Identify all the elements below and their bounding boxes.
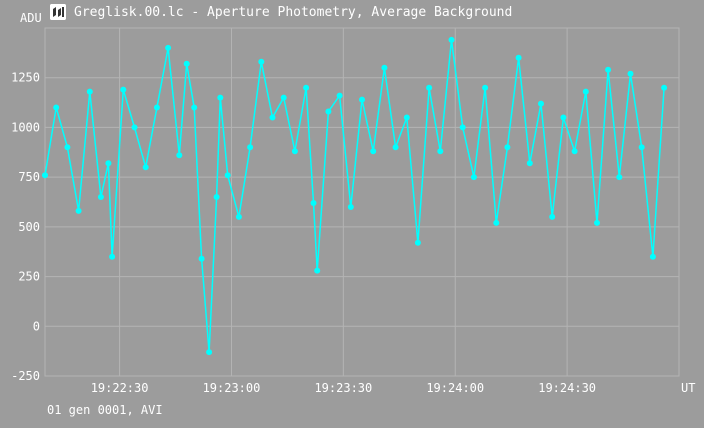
title-bar: Greglisk.00.lc - Aperture Photometry, Av… [50,2,512,22]
data-point [75,207,82,214]
data-point [86,88,93,95]
data-point [661,84,668,91]
data-point [165,44,172,51]
x-axis-unit-label: UT [681,381,696,395]
data-point [235,213,242,220]
x-tick-label: 19:24:00 [426,381,484,395]
data-point [448,36,455,43]
data-point [325,108,332,115]
data-point [616,174,623,181]
data-point [198,255,205,262]
y-tick-label: 250 [18,270,40,284]
x-tick-label: 19:22:30 [91,381,149,395]
data-point [217,94,224,101]
data-point [459,124,466,131]
series-line [44,39,665,353]
y-tick-label: 1000 [11,120,40,134]
telescope-app-icon [50,4,66,20]
data-point [206,349,213,356]
data-point [64,144,71,151]
data-point [605,66,612,73]
data-point [638,144,645,151]
data-point [303,84,310,91]
data-point [142,164,149,171]
data-point [403,114,410,121]
data-point [493,219,500,226]
data-point [42,172,48,179]
data-point [280,94,287,101]
data-point [627,70,634,77]
data-point [381,64,388,71]
y-tick-label: 1250 [11,71,40,85]
data-point [269,114,276,121]
data-point [504,144,511,151]
data-point [247,144,254,151]
y-tick-label: -250 [11,369,40,383]
y-tick-label: 0 [33,319,40,333]
data-point [370,148,377,155]
data-point [336,92,343,99]
data-point [310,200,317,206]
data-point [571,148,578,155]
data-point [258,58,265,65]
data-point [526,160,533,167]
y-tick-label: 500 [18,220,40,234]
data-point [649,253,656,260]
data-point [176,152,183,159]
data-point [120,86,127,93]
data-point [131,124,138,131]
data-point [470,174,477,181]
data-point [314,267,321,274]
footer-note: 01 gen 0001, AVI [47,403,163,417]
data-point [582,88,589,95]
data-point [594,219,600,226]
data-point [153,104,160,111]
data-point [437,148,444,155]
y-axis-unit-label: ADU [20,11,42,25]
data-point [414,239,421,246]
data-point [213,194,220,200]
data-point [515,54,522,61]
data-point [426,84,433,91]
data-point [291,148,298,155]
data-point [109,253,116,260]
data-point [482,84,489,91]
data-point [560,114,567,121]
data-point [549,213,556,220]
plot-frame [44,27,680,377]
data-point [359,96,365,103]
x-tick-label: 19:24:30 [538,381,596,395]
y-tick-label: 750 [18,170,40,184]
window-title: Greglisk.00.lc - Aperture Photometry, Av… [74,4,513,20]
data-point [392,144,399,151]
data-point [347,204,354,210]
data-point [183,60,190,67]
x-tick-label: 19:23:00 [203,381,261,395]
data-point [538,100,544,107]
data-point [224,172,231,179]
data-point [191,104,198,111]
data-point [53,104,60,111]
data-point [105,160,112,167]
data-point [97,194,104,200]
x-tick-label: 19:23:30 [314,381,372,395]
